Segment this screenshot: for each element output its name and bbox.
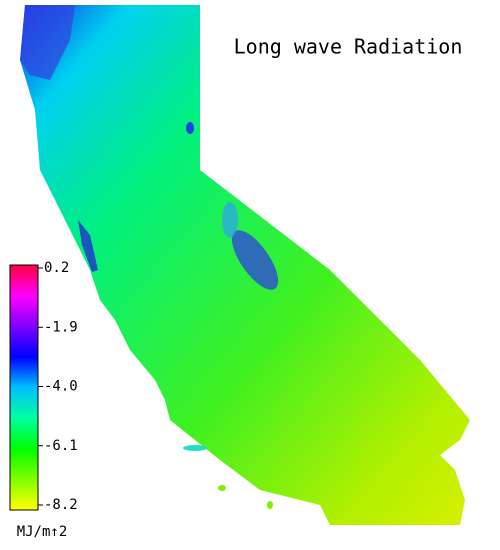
tick-label: -1.9 [44,319,78,335]
tick-label: -6.1 [44,438,78,454]
colorbar [9,264,39,511]
mountain-patch [231,230,279,290]
coast-shade [78,220,98,272]
map-title: Long wave Radiation [234,35,463,59]
island [218,485,226,491]
island [267,501,273,509]
mountain-patch [186,122,194,134]
island [183,445,207,451]
tick-label: -8.2 [44,497,78,513]
mountain-patch [222,202,238,238]
tick-label: -4.0 [44,379,78,395]
tick-label: 0.2 [44,260,69,276]
colorbar-unit: MJ/m↑2 [17,524,68,540]
coast-shade [20,5,75,80]
